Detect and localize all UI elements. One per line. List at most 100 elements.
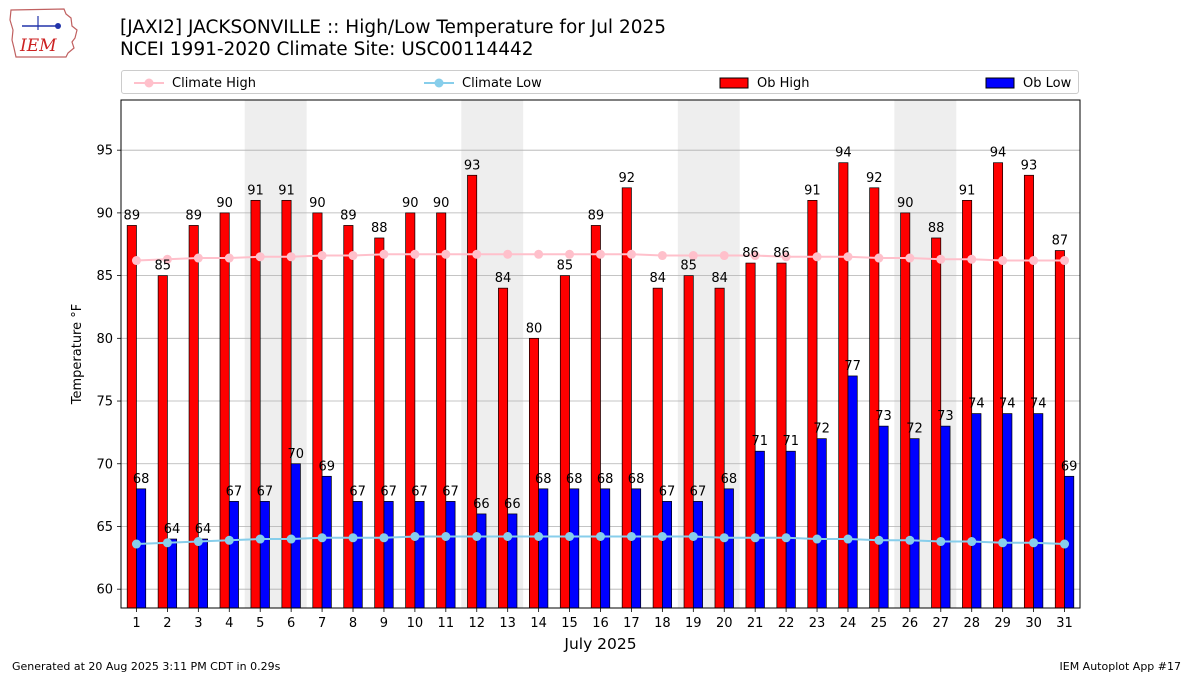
- climate-low-point: [750, 533, 760, 543]
- label-ob-low: 67: [257, 484, 274, 499]
- bar-ob-low: [940, 425, 951, 609]
- label-ob-low: 73: [937, 409, 954, 424]
- bar-ob-low: [600, 488, 611, 609]
- legend-item-ob-high: Ob High: [719, 74, 810, 92]
- label-ob-high: 93: [464, 158, 481, 173]
- climate-low-point: [224, 535, 234, 545]
- climate-low-point: [843, 534, 853, 544]
- label-ob-low: 64: [195, 522, 212, 537]
- climate-low-point: [936, 537, 946, 547]
- bar-ob-high: [559, 275, 570, 609]
- footer-generated: Generated at 20 Aug 2025 3:11 PM CDT in …: [12, 660, 281, 673]
- label-ob-low: 74: [999, 397, 1016, 412]
- bar-ob-low: [723, 488, 734, 609]
- legend-item-climate-high: Climate High: [134, 74, 256, 92]
- climate-low-point: [688, 532, 698, 542]
- bar-ob-low: [383, 501, 394, 609]
- x-tick-label: 15: [561, 616, 578, 631]
- label-ob-low: 67: [659, 484, 676, 499]
- label-ob-high: 84: [495, 271, 512, 286]
- label-ob-low: 73: [875, 409, 892, 424]
- climate-low-point: [781, 533, 791, 543]
- climate-low-point: [874, 535, 884, 545]
- bar-ob-low: [631, 488, 642, 609]
- label-ob-high: 85: [557, 259, 574, 274]
- bar-ob-low: [909, 438, 920, 609]
- bar-ob-low: [878, 425, 889, 609]
- label-ob-high: 84: [711, 271, 728, 286]
- bar-ob-high: [343, 225, 354, 609]
- label-ob-high: 85: [680, 259, 697, 274]
- label-ob-high: 89: [124, 208, 141, 223]
- x-tick-label: 21: [747, 616, 764, 631]
- legend-swatch-ob-high: [719, 77, 749, 89]
- climate-high-point: [441, 249, 451, 259]
- climate-high-point: [719, 251, 729, 261]
- bar-ob-high: [188, 225, 199, 609]
- iem-logo: IEM: [9, 8, 78, 58]
- climate-high-point: [843, 252, 853, 262]
- bar-ob-low: [785, 450, 796, 609]
- x-tick-label: 13: [499, 616, 516, 631]
- x-tick-label: 20: [716, 616, 733, 631]
- climate-low-point: [441, 532, 451, 542]
- climate-high-point: [565, 249, 575, 259]
- x-tick-label: 30: [1025, 616, 1042, 631]
- climate-high-point: [626, 249, 636, 259]
- legend-label-climate-high: Climate High: [172, 75, 257, 91]
- y-tick-label: 75: [96, 395, 113, 410]
- climate-low-point: [131, 539, 141, 549]
- climate-low-point: [967, 537, 977, 547]
- y-tick-label: 80: [96, 332, 113, 347]
- plot-frame: [120, 99, 1081, 609]
- climate-high-point: [967, 254, 977, 264]
- climate-high-point: [688, 251, 698, 261]
- y-tick-label: 85: [96, 269, 113, 284]
- climate-high-point: [286, 252, 296, 262]
- legend-item-ob-low: Ob Low: [985, 74, 1071, 92]
- label-ob-low: 74: [968, 397, 985, 412]
- chart-subtitle: NCEI 1991-2020 Climate Site: USC00114442: [120, 39, 534, 60]
- climate-low-point: [812, 534, 822, 544]
- label-ob-low: 66: [473, 497, 490, 512]
- bar-ob-high: [1054, 250, 1065, 609]
- climate-low-point: [626, 532, 636, 542]
- bar-ob-low: [507, 513, 518, 609]
- climate-low-point: [534, 532, 544, 542]
- x-tick-label: 11: [438, 616, 455, 631]
- climate-high-point: [255, 252, 265, 262]
- legend-swatch-climate-high: [134, 78, 164, 88]
- station-dot-icon: [55, 23, 61, 29]
- bar-ob-low: [136, 488, 147, 609]
- climate-low-point: [317, 533, 327, 543]
- bar-ob-high: [652, 287, 663, 609]
- legend-item-climate-low: Climate Low: [424, 74, 542, 92]
- bar-ob-high: [467, 174, 478, 609]
- label-ob-low: 72: [906, 422, 923, 437]
- bar-ob-low: [414, 501, 425, 609]
- climate-low-point: [255, 534, 265, 544]
- climate-low-point: [905, 535, 915, 545]
- climate-low-point: [286, 534, 296, 544]
- x-tick-label: 12: [468, 616, 485, 631]
- bar-ob-low: [1033, 413, 1044, 609]
- bar-ob-low: [1002, 413, 1013, 609]
- legend-swatch-ob-low: [985, 77, 1015, 89]
- climate-high-point: [317, 251, 327, 261]
- bar-ob-low: [476, 513, 487, 609]
- label-ob-high: 90: [402, 196, 419, 211]
- label-ob-high: 92: [866, 171, 883, 186]
- label-ob-high: 91: [959, 183, 976, 198]
- legend-label-ob-high: Ob High: [757, 75, 810, 91]
- bar-ob-high: [714, 287, 725, 609]
- legend: Climate High Climate Low Ob High Ob Low: [121, 70, 1079, 94]
- label-ob-low: 68: [535, 472, 552, 487]
- climate-high-point: [936, 254, 946, 264]
- climate-high-point: [224, 253, 234, 263]
- bar-ob-high: [900, 212, 911, 609]
- bar-ob-low: [197, 538, 208, 609]
- bar-ob-high: [374, 237, 385, 609]
- label-ob-low: 67: [349, 484, 366, 499]
- climate-high-point: [162, 254, 172, 264]
- label-ob-high: 89: [340, 208, 357, 223]
